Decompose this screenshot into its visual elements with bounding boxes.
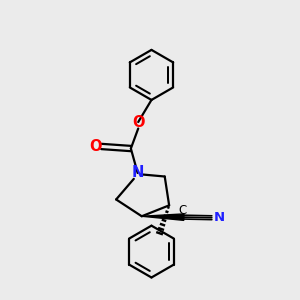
Text: C: C	[178, 204, 187, 217]
Text: N: N	[214, 211, 225, 224]
Text: N: N	[131, 166, 144, 181]
Text: O: O	[89, 139, 102, 154]
Polygon shape	[142, 214, 184, 220]
Text: O: O	[132, 115, 145, 130]
